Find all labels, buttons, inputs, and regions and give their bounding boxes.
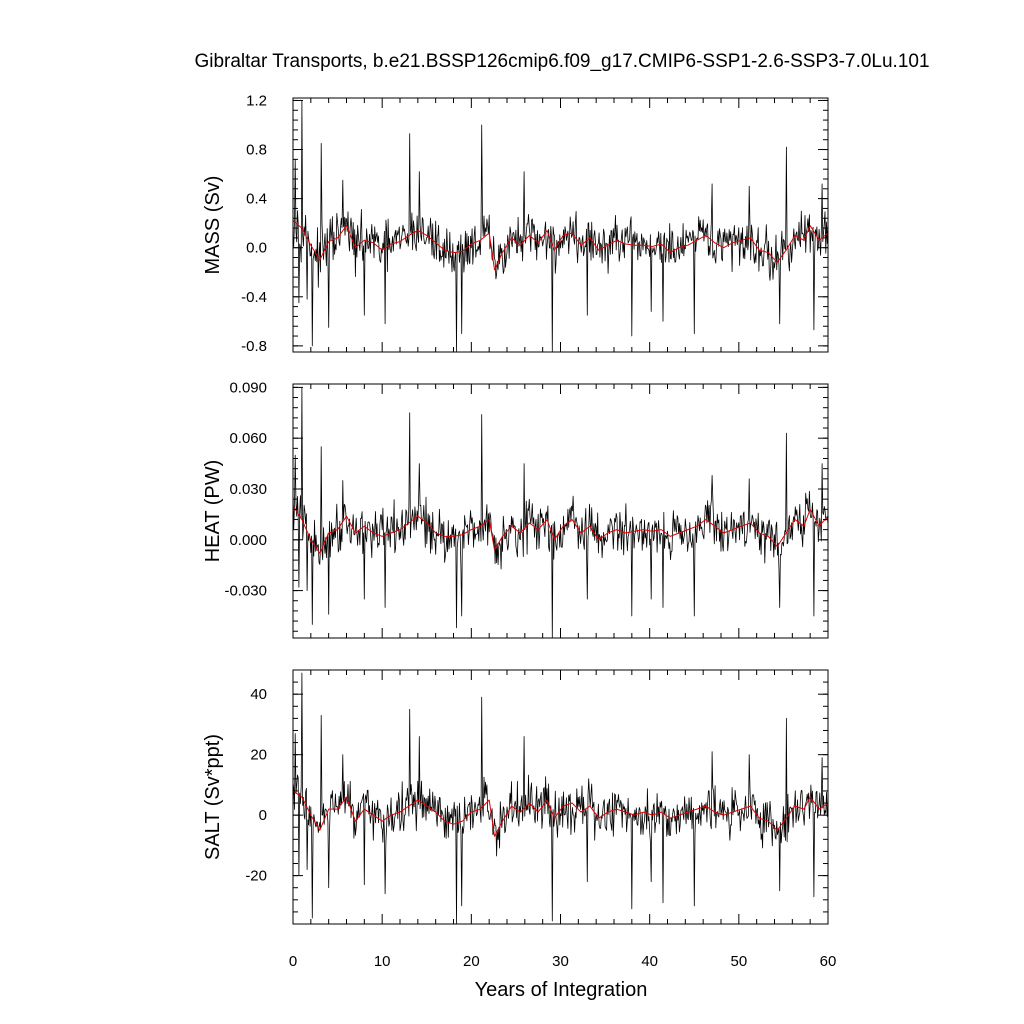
- panel-heat: -0.030 0.000 0.030 0.060 0.090 HEAT (PW): [202, 379, 829, 639]
- heat-ytick-label: 0.000: [229, 532, 267, 549]
- mass-frame: [292, 97, 829, 353]
- mass-ytick-label: 0.0: [246, 240, 267, 257]
- xtick-label: 60: [820, 953, 837, 970]
- mass-ytick-label: -0.8: [241, 338, 267, 355]
- heat-ytick-label: 0.030: [229, 481, 267, 498]
- mass-smoothed-series-line: [293, 220, 828, 271]
- heat-ytick-label: 0.090: [229, 379, 267, 396]
- xtick-label: 20: [463, 953, 480, 970]
- panel-salt: -20 0 20 40 SALT (Sv*ppt): [202, 669, 829, 925]
- heat-raw-series-line: [293, 386, 828, 638]
- salt-ytick-label: -20: [245, 868, 267, 885]
- salt-ytick-label: 20: [250, 747, 267, 764]
- heat-ytick-label: -0.030: [224, 583, 267, 600]
- xtick-label: 30: [552, 953, 569, 970]
- heat-frame: [292, 383, 829, 639]
- xtick-label: 40: [641, 953, 658, 970]
- mass-y-axis-label: MASS (Sv): [202, 176, 224, 275]
- heat-ytick-label: 0.060: [229, 430, 267, 447]
- salt-frame: [292, 669, 829, 925]
- salt-smoothed-series-line: [293, 790, 828, 837]
- mass-ytick-label: 0.8: [246, 142, 267, 159]
- mass-ytick-label: 0.4: [246, 191, 267, 208]
- salt-ytick-label: 0: [259, 807, 267, 824]
- xtick-label: 50: [730, 953, 747, 970]
- panel-mass: -0.8 -0.4 0.0 0.4 0.8 1.2 MASS (Sv): [202, 92, 829, 355]
- heat-y-axis-label: HEAT (PW): [202, 460, 224, 563]
- chart-title: Gibraltar Transports, b.e21.BSSP126cmip6…: [194, 51, 929, 72]
- panels: -0.8 -0.4 0.0 0.4 0.8 1.2 MASS (Sv) -0.030 0.000…: [202, 92, 836, 970]
- mass-ytick-label: 1.2: [246, 92, 267, 109]
- xtick-label: 10: [374, 953, 391, 970]
- mass-raw-series-line: [293, 100, 828, 352]
- heat-smoothed-series-line: [293, 505, 828, 554]
- salt-y-axis-label: SALT (Sv*ppt): [202, 734, 224, 860]
- mass-ytick-label: -0.4: [241, 289, 267, 306]
- salt-ytick-label: 40: [250, 686, 267, 703]
- x-axis-label: Years of Integration: [475, 979, 648, 1001]
- salt-raw-series-line: [293, 672, 828, 924]
- xtick-label: 0: [289, 953, 297, 970]
